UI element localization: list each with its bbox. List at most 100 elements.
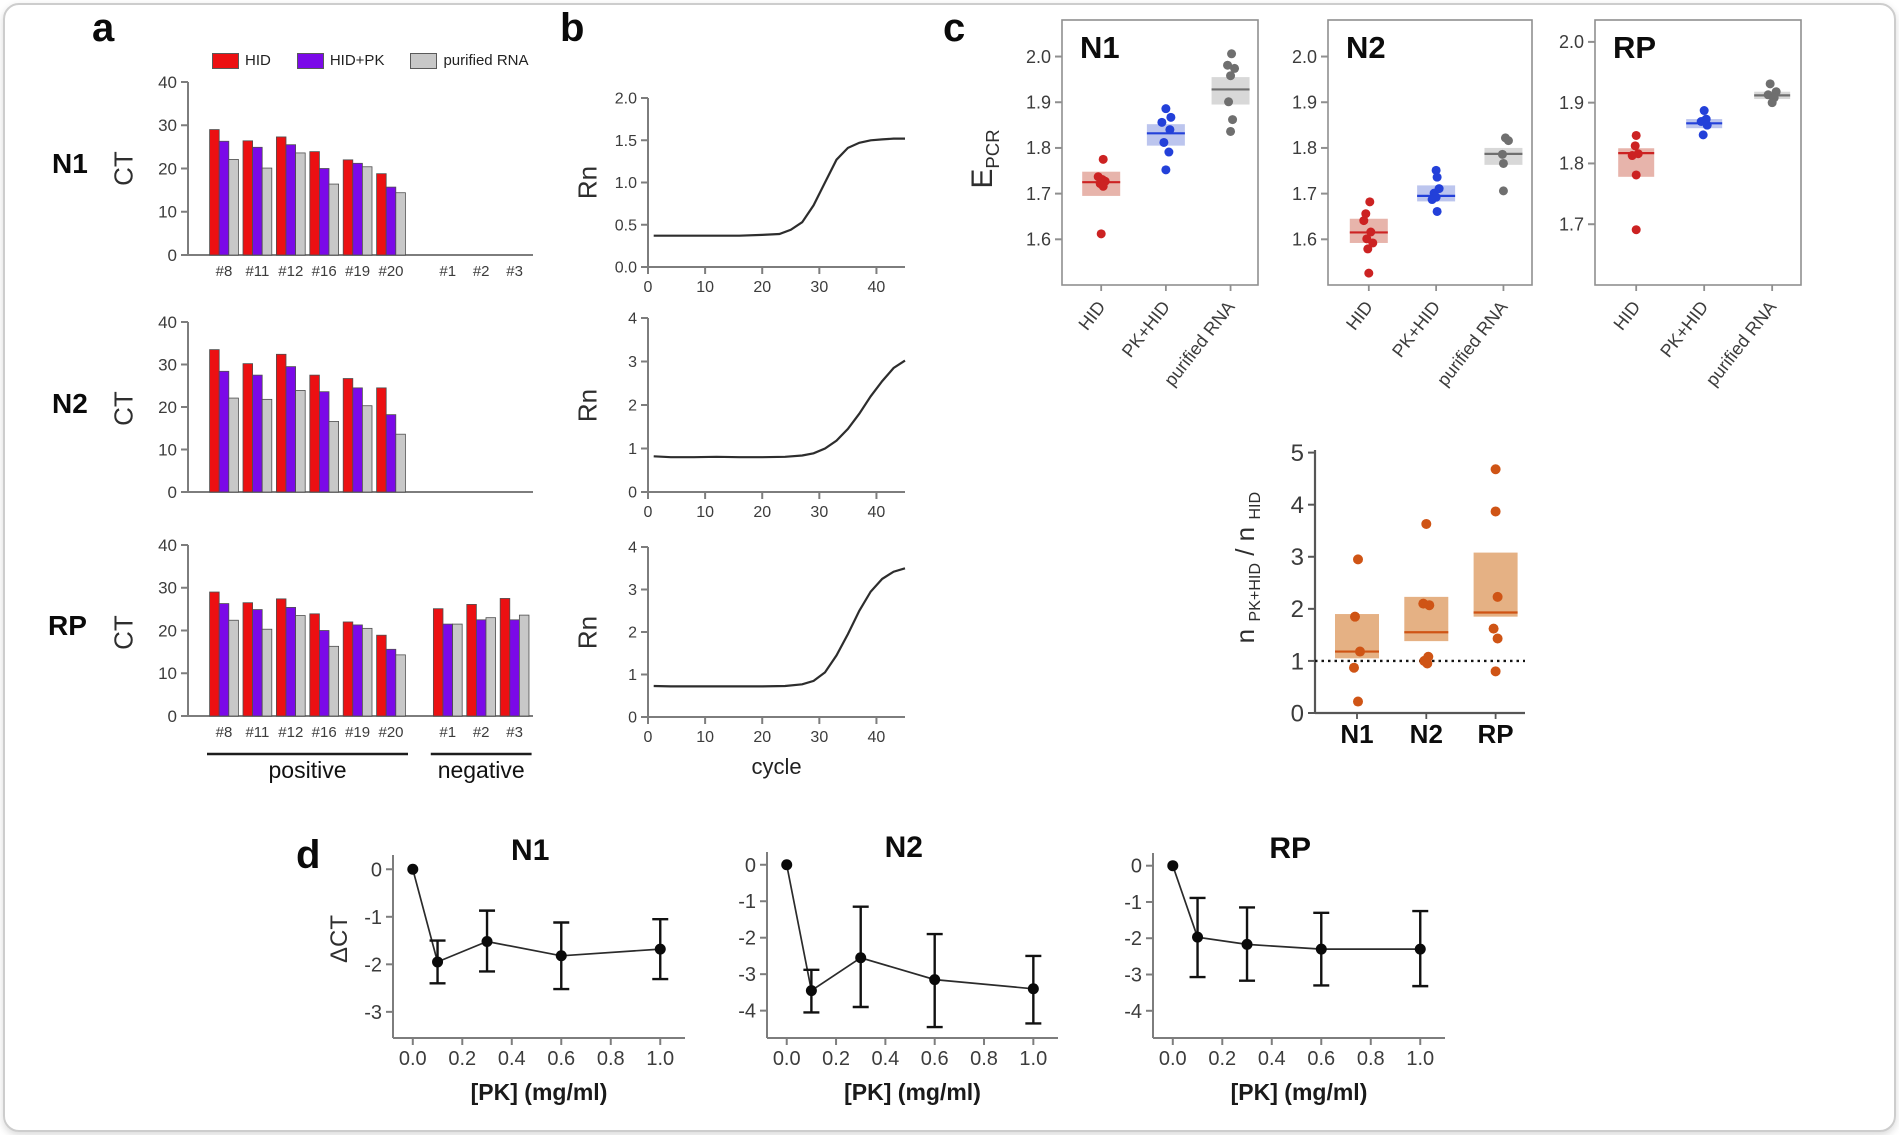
data-point xyxy=(1492,633,1503,644)
data-point xyxy=(855,952,867,964)
data-point xyxy=(1365,197,1375,207)
legend-item-hid: HID xyxy=(212,52,271,69)
x-tick-label: 0 xyxy=(644,729,653,746)
amplification-curve-n1: 0.0 0.5 1.0 1.5 2.0 0 10 20 30 40 xyxy=(570,60,915,305)
x-tick-label: #8 xyxy=(216,724,233,741)
tick-label: 1.7 xyxy=(1026,184,1051,204)
tick-label: 0 xyxy=(168,246,177,265)
bar-HID+PK xyxy=(442,623,453,717)
chart-title: N2 xyxy=(1346,30,1386,65)
ratio-sub1: PK+HID xyxy=(1246,562,1265,622)
row-label-n1: N1 xyxy=(52,148,88,179)
tick-label: 1.9 xyxy=(1292,93,1317,113)
x-tick-label: 0 xyxy=(644,504,653,521)
bar-purified RNA xyxy=(295,152,306,256)
data-point xyxy=(1492,591,1503,602)
tick-label: 0 xyxy=(371,859,382,881)
epcr-boxplot-n1: 1.6 1.7 1.8 1.9 2.0 HID PK+HID purified RNA N1 xyxy=(1000,10,1280,430)
data-point xyxy=(1490,666,1501,677)
bar-purified RNA xyxy=(228,159,239,256)
tick-label: 20 xyxy=(158,398,177,417)
tick-label: 1.6 xyxy=(1026,230,1051,250)
amplification-curve-n2: 0 1 2 3 4 0 10 20 30 40 xyxy=(570,295,915,535)
bar-HID+PK xyxy=(509,619,520,717)
delta-ct-plot-rp: 0 -1 -2 -3 -4 0.0 0.2 0.4 0.6 0.8 1.0 RP [PK] (mg/ml… xyxy=(1080,828,1470,1128)
tick-label: 0 xyxy=(628,485,637,502)
bar-chart-n1: 0 10 20 30 40 #8 #11 #12 #16 #19 #20 #1 #2 #3 xyxy=(100,60,570,295)
x-tick-label: #2 xyxy=(473,724,490,741)
bar-HID+PK xyxy=(285,366,297,493)
x-tick-label: 1.0 xyxy=(1019,1048,1047,1070)
data-point xyxy=(407,863,419,875)
connecting-line xyxy=(411,869,661,964)
data-point xyxy=(1630,141,1640,151)
data-point xyxy=(1096,229,1106,239)
connecting-line xyxy=(785,864,1034,993)
bar-HID xyxy=(376,634,387,717)
data-point xyxy=(1364,268,1374,278)
tick-label: 1.7 xyxy=(1292,184,1317,204)
x-tick-label: 40 xyxy=(868,504,886,521)
bar-HID xyxy=(209,591,220,717)
bar-HID+PK xyxy=(252,146,263,256)
data-point xyxy=(1427,195,1437,205)
category-label: purified RNA xyxy=(1702,297,1781,390)
bar-purified RNA xyxy=(361,405,373,493)
x-tick-label: 0.0 xyxy=(399,1048,427,1070)
panel-label-a: a xyxy=(92,6,115,50)
data-point xyxy=(1631,130,1641,140)
bar-HID+PK xyxy=(218,140,230,256)
bar-HID xyxy=(209,129,220,256)
bar-HID xyxy=(466,604,477,717)
ratio-sub2: HID xyxy=(1246,491,1265,520)
tick-label: 3 xyxy=(628,354,637,371)
connecting-line xyxy=(1171,865,1421,950)
tick-label: 1.8 xyxy=(1559,154,1584,174)
legend-label-hid-pk: HID+PK xyxy=(329,52,385,69)
tick-label: 1.9 xyxy=(1026,93,1051,113)
a_rp-svg: 0 10 20 30 40 #8 #11 #12 #16 #19 #20 #1 #2 #3 positive… xyxy=(158,536,533,783)
data-point xyxy=(1767,98,1777,108)
plot-frame xyxy=(1594,19,1802,286)
x-tick-label: #20 xyxy=(378,724,403,741)
data-point xyxy=(1498,158,1508,168)
tick-label: 0 xyxy=(1291,700,1304,727)
x-tick-label: 30 xyxy=(810,279,828,296)
x-tick-label: #8 xyxy=(216,263,233,280)
legend: HID HID+PK purified RNA xyxy=(212,52,529,69)
tick-label: 2 xyxy=(628,398,637,415)
bar-HID xyxy=(309,374,320,493)
bar-purified RNA xyxy=(395,433,406,493)
data-point xyxy=(1366,227,1376,237)
x-tick-label: 0.8 xyxy=(597,1048,625,1070)
tick-label: 4 xyxy=(1291,492,1304,519)
bar-HID+PK xyxy=(352,624,363,717)
bar-chart-n2: 0 10 20 30 40 xyxy=(100,300,570,515)
x-tick-label: #2 xyxy=(473,263,490,280)
x-tick-label: 0.0 xyxy=(773,1048,801,1070)
x-tick-label: 0.4 xyxy=(498,1048,526,1070)
tick-label: 30 xyxy=(158,355,177,374)
tick-label: 20 xyxy=(158,159,177,178)
tick-label: -3 xyxy=(364,1002,382,1024)
delta-ct-plot-n2: 0 -1 -2 -3 -4 0.0 0.2 0.4 0.6 0.8 1.0 N2 [PK] (mg/ml… xyxy=(690,828,1080,1128)
x-tick-label: #11 xyxy=(245,724,269,741)
data-point xyxy=(929,974,941,986)
bar-HID xyxy=(432,608,444,717)
bar-HID xyxy=(242,363,254,493)
x-tick-label: #16 xyxy=(312,724,337,741)
bar-purified RNA xyxy=(261,167,273,256)
legend-item-purified-rna: purified RNA xyxy=(410,52,529,69)
bar-purified RNA xyxy=(295,615,306,717)
d_n2-svg: 0 -1 -2 -3 -4 0.0 0.2 0.4 0.6 0.8 1.0 N2 [PK] (mg/ml… xyxy=(738,831,1058,1105)
x-tick-label: 40 xyxy=(868,279,886,296)
category-label: PK+HID xyxy=(1118,297,1174,361)
delta-ct-plot-n1: 0 -1 -2 -3 0.0 0.2 0.4 0.6 0.8 1.0 N1 [PK] (mg/ml) xyxy=(310,828,700,1128)
tick-label: 2.0 xyxy=(1559,32,1584,52)
x-axis-label: [PK] (mg/ml) xyxy=(844,1079,981,1105)
x-axis-label: [PK] (mg/ml) xyxy=(1231,1079,1368,1105)
tick-label: 20 xyxy=(158,621,177,640)
legend-item-hid-pk: HID+PK xyxy=(296,52,385,69)
